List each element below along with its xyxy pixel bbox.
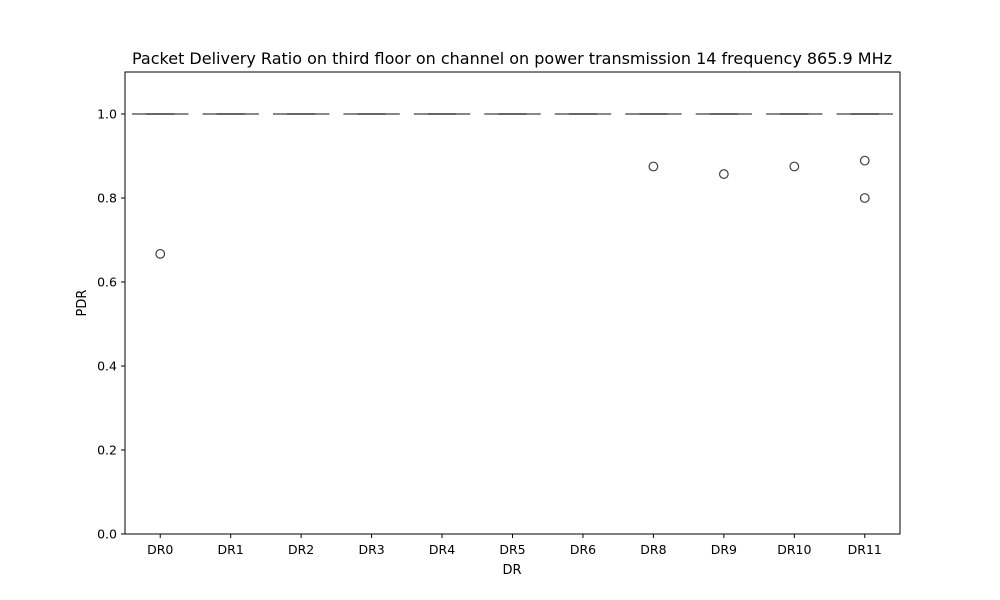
x-tick-label: DR3 xyxy=(358,542,384,557)
box-dr9 xyxy=(695,113,753,179)
axes-frame xyxy=(124,71,901,535)
box-dr8 xyxy=(625,113,682,172)
x-axis: DR0 DR1 DR2 DR3 DR4 DR5 DR6 DR8 DR9 DR10 DR11 xyxy=(147,534,882,557)
y-axis-label: PDR xyxy=(75,290,90,317)
box-dr10 xyxy=(766,113,823,172)
outlier-point xyxy=(648,161,659,172)
chart-title: Packet Delivery Ratio on third floor on … xyxy=(132,49,892,68)
x-tick-label: DR9 xyxy=(711,542,737,557)
plot-area xyxy=(132,113,893,259)
x-tick-label: DR1 xyxy=(218,542,244,557)
y-tick-label: 0.4 xyxy=(97,359,117,374)
y-tick-label: 0.6 xyxy=(97,275,117,290)
x-tick-label: DR2 xyxy=(288,542,314,557)
y-tick-label: 1.0 xyxy=(97,107,117,122)
x-tick-label: DR0 xyxy=(147,542,173,557)
outlier-point xyxy=(859,155,870,166)
x-tick-label: DR11 xyxy=(848,542,882,557)
box-dr0 xyxy=(132,113,189,259)
x-tick-label: DR6 xyxy=(570,542,596,557)
outlier-point xyxy=(859,193,870,203)
x-tick-label: DR4 xyxy=(429,542,455,557)
outlier-point xyxy=(155,248,166,259)
y-axis: 0.0 0.2 0.4 0.6 0.8 1.0 xyxy=(97,107,125,542)
y-tick-label: 0.2 xyxy=(97,443,117,458)
outlier-point xyxy=(789,161,800,172)
y-tick-label: 0.0 xyxy=(97,527,117,542)
outlier-point xyxy=(718,169,729,179)
x-tick-label: DR8 xyxy=(640,542,666,557)
box-dr11 xyxy=(836,113,893,203)
x-tick-label: DR5 xyxy=(499,542,525,557)
y-tick-label: 0.8 xyxy=(97,191,117,206)
x-axis-label: DR xyxy=(502,563,521,578)
x-tick-label: DR10 xyxy=(777,542,811,557)
